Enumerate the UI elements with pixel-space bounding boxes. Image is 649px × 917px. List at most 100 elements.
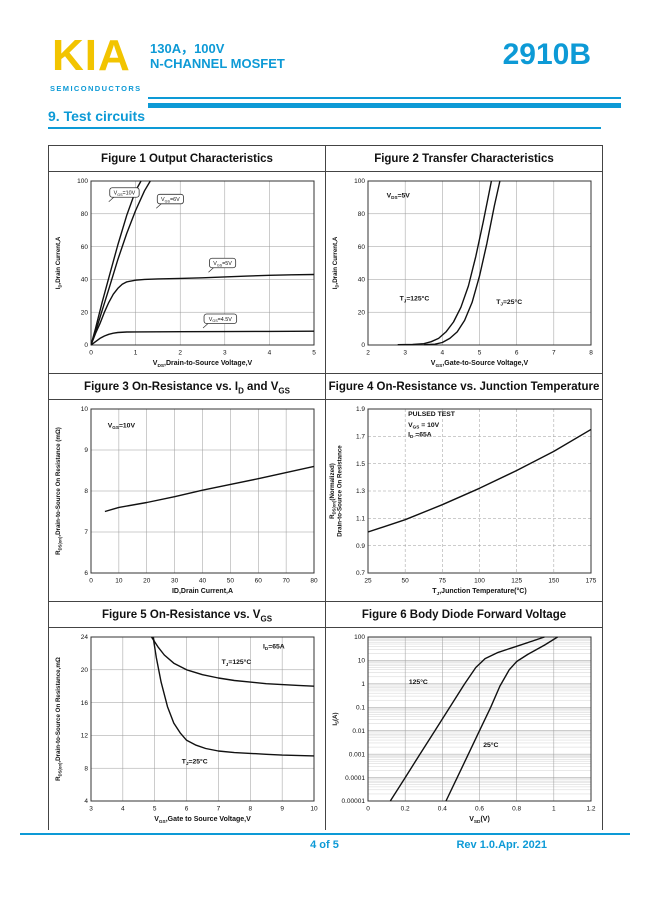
svg-text:TJ,Junction Temperature(°C): TJ,Junction Temperature(°C) bbox=[432, 587, 526, 597]
svg-text:3: 3 bbox=[89, 806, 93, 813]
svg-text:1.7: 1.7 bbox=[356, 434, 365, 441]
svg-text:40: 40 bbox=[358, 277, 366, 284]
svg-text:1.1: 1.1 bbox=[356, 516, 365, 523]
svg-text:4: 4 bbox=[441, 350, 445, 357]
svg-text:30: 30 bbox=[171, 578, 179, 585]
svg-text:10: 10 bbox=[81, 406, 89, 413]
svg-text:3: 3 bbox=[403, 350, 407, 357]
svg-text:1.2: 1.2 bbox=[586, 806, 595, 813]
figure-2-panel: Figure 2 Transfer Characteristics 2 3 4 5 6 7… bbox=[326, 146, 603, 374]
svg-text:0: 0 bbox=[89, 350, 93, 357]
svg-text:VGS,Gate-to-Source Voltage,V: VGS,Gate-to-Source Voltage,V bbox=[431, 360, 529, 369]
svg-text:7: 7 bbox=[84, 529, 88, 536]
svg-text:80: 80 bbox=[358, 211, 366, 218]
svg-text:1.5: 1.5 bbox=[356, 461, 365, 468]
svg-text:12: 12 bbox=[81, 733, 89, 740]
svg-text:75: 75 bbox=[439, 578, 447, 585]
svg-text:0: 0 bbox=[89, 578, 93, 585]
svg-text:60: 60 bbox=[81, 244, 89, 251]
figure-1-panel: Figure 1 Output Characteristics 0 1 2 3 4 5 0 2… bbox=[49, 146, 326, 374]
svg-text:VGS=10V: VGS=10V bbox=[114, 191, 136, 197]
svg-text:7: 7 bbox=[552, 350, 556, 357]
svg-text:24: 24 bbox=[81, 634, 89, 641]
svg-text:0.6: 0.6 bbox=[475, 806, 484, 813]
figure-2-chart: 2 3 4 5 6 7 8 0 20 40 60 80 100 VGS,Gate-to-Source Vo… bbox=[326, 172, 602, 374]
svg-text:ID =65A: ID =65A bbox=[408, 431, 432, 439]
svg-text:125: 125 bbox=[511, 578, 522, 585]
figure-1-title: Figure 1 Output Characteristics bbox=[49, 146, 325, 172]
svg-text:VGS=5V: VGS=5V bbox=[213, 261, 232, 267]
svg-text:0.00001: 0.00001 bbox=[342, 798, 366, 805]
svg-text:IS(A): IS(A) bbox=[332, 712, 340, 725]
svg-text:20: 20 bbox=[81, 309, 89, 316]
svg-text:VSD(V): VSD(V) bbox=[469, 816, 490, 825]
svg-text:1.9: 1.9 bbox=[356, 406, 365, 413]
svg-text:6: 6 bbox=[185, 806, 189, 813]
svg-text:60: 60 bbox=[255, 578, 263, 585]
svg-text:5: 5 bbox=[478, 350, 482, 357]
svg-text:10: 10 bbox=[310, 806, 318, 813]
figure-5-chart: 3 4 5 6 7 8 9 10 4 8 12 16 20 24 VGS,Gate to Source Vo… bbox=[49, 628, 325, 830]
svg-text:25: 25 bbox=[364, 578, 372, 585]
svg-text:0.4: 0.4 bbox=[438, 806, 447, 813]
svg-text:ID=65A: ID=65A bbox=[263, 643, 285, 651]
svg-text:40: 40 bbox=[199, 578, 207, 585]
footer-revision: Rev 1.0.Apr. 2021 bbox=[456, 839, 547, 851]
svg-text:0.7: 0.7 bbox=[356, 570, 365, 577]
svg-text:80: 80 bbox=[81, 211, 89, 218]
part-number: 2910B bbox=[502, 38, 591, 71]
svg-text:9: 9 bbox=[280, 806, 284, 813]
svg-text:TJ=25°C: TJ=25°C bbox=[182, 757, 208, 766]
footer-page-number: 4 of 5 bbox=[310, 839, 339, 851]
svg-text:20: 20 bbox=[143, 578, 151, 585]
svg-text:0: 0 bbox=[84, 342, 88, 349]
svg-text:8: 8 bbox=[589, 350, 593, 357]
svg-text:VGS=6V: VGS=6V bbox=[161, 197, 180, 203]
svg-text:50: 50 bbox=[227, 578, 235, 585]
svg-text:150: 150 bbox=[548, 578, 559, 585]
figure-1-chart: 0 1 2 3 4 5 0 20 40 60 80 100 VDS,Drain-to-Source Vo… bbox=[49, 172, 325, 374]
svg-text:VGS=4.5V: VGS=4.5V bbox=[209, 317, 233, 323]
svg-text:100: 100 bbox=[474, 578, 485, 585]
svg-text:0.8: 0.8 bbox=[512, 806, 521, 813]
svg-text:6: 6 bbox=[515, 350, 519, 357]
svg-text:0.0001: 0.0001 bbox=[345, 775, 365, 782]
svg-text:1: 1 bbox=[134, 350, 138, 357]
svg-text:40: 40 bbox=[81, 277, 89, 284]
svg-text:TJ=125°C: TJ=125°C bbox=[400, 295, 430, 304]
figure-3-title: Figure 3 On-Resistance vs. ID and VGS bbox=[49, 374, 325, 400]
svg-text:1: 1 bbox=[552, 806, 556, 813]
svg-text:60: 60 bbox=[358, 244, 366, 251]
device-type: N-CHANNEL MOSFET bbox=[150, 56, 285, 71]
figure-3-panel: Figure 3 On-Resistance vs. ID and VGS 0 1… bbox=[49, 374, 326, 602]
figure-6-chart: 0 0.2 0.4 0.6 0.8 1 1.2 100 10 1 0.1 0.01 0.001 0.000… bbox=[326, 628, 602, 830]
svg-text:4: 4 bbox=[84, 798, 88, 805]
svg-text:3: 3 bbox=[223, 350, 227, 357]
figure-4-chart: 25 50 75 100 125 150 175 0.7 0.9 1.1 1.3 1.5 1.7 1.9 T… bbox=[326, 400, 602, 602]
figure-4-title: Figure 4 On-Resistance vs. Junction Temp… bbox=[326, 374, 602, 400]
svg-text:0: 0 bbox=[366, 806, 370, 813]
svg-text:VDS=5V: VDS=5V bbox=[387, 192, 411, 200]
svg-text:4: 4 bbox=[268, 350, 272, 357]
figure-6-panel: Figure 6 Body Diode Forward Voltage 0 0.2… bbox=[326, 602, 603, 830]
svg-text:25°C: 25°C bbox=[483, 741, 498, 749]
figure-5-title: Figure 5 On-Resistance vs. VGS bbox=[49, 602, 325, 628]
svg-text:20: 20 bbox=[358, 309, 366, 316]
svg-text:50: 50 bbox=[402, 578, 410, 585]
svg-text:0.2: 0.2 bbox=[401, 806, 410, 813]
svg-text:ID,Drain Current,A: ID,Drain Current,A bbox=[172, 588, 233, 595]
svg-text:ID,Drain Current,A: ID,Drain Current,A bbox=[332, 236, 340, 289]
svg-text:10: 10 bbox=[358, 658, 366, 665]
svg-text:2: 2 bbox=[178, 350, 182, 357]
svg-text:4: 4 bbox=[121, 806, 125, 813]
svg-text:80: 80 bbox=[310, 578, 318, 585]
svg-text:100: 100 bbox=[354, 634, 365, 641]
svg-text:ID,Drain Current,A: ID,Drain Current,A bbox=[55, 236, 63, 289]
svg-text:0.1: 0.1 bbox=[356, 704, 365, 711]
figure-5-panel: Figure 5 On-Resistance vs. VGS 3 4 5 6 7 8 9 10… bbox=[49, 602, 326, 830]
svg-text:16: 16 bbox=[81, 700, 89, 707]
svg-text:5: 5 bbox=[153, 806, 157, 813]
footer-rule bbox=[20, 833, 630, 835]
